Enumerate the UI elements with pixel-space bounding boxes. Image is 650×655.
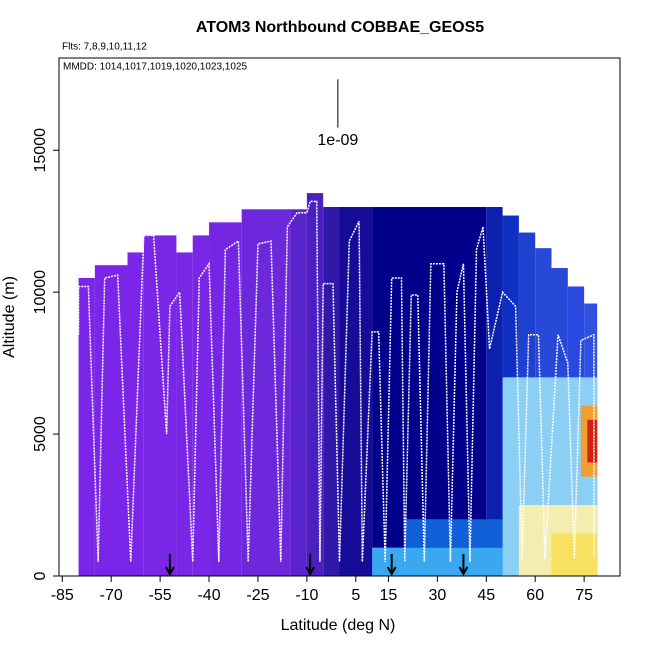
x-tick-label: -85 <box>51 587 74 604</box>
curtain-cell <box>176 252 193 576</box>
x-tick-label: -55 <box>149 587 172 604</box>
chart-title: ATOM3 Northbound COBBAE_GEOS5 <box>196 19 484 36</box>
x-tick-label: -25 <box>246 587 269 604</box>
curtain-cell <box>486 207 503 576</box>
x-tick-label: -70 <box>100 587 123 604</box>
x-tick-label: 60 <box>526 587 544 604</box>
y-tick-label: 0 <box>32 571 49 580</box>
curtain-cell <box>404 519 503 548</box>
subtitle: Flts: 7,8,9,10,11,12 <box>62 42 147 53</box>
x-axis-label: Latitude (deg N) <box>281 617 396 634</box>
x-tick-label: -10 <box>295 587 318 604</box>
curtain-cell <box>372 207 487 576</box>
arrow <box>458 554 469 577</box>
y-axis-label: Altitude (m) <box>1 276 18 358</box>
curtain-cell <box>94 265 128 576</box>
x-tick-label: 30 <box>428 587 446 604</box>
arrow <box>386 554 397 577</box>
x-tick-label: -40 <box>197 587 220 604</box>
y-tick-label: 15000 <box>32 128 49 173</box>
y-tick-label: 10000 <box>32 270 49 315</box>
curtain-cell <box>78 277 95 576</box>
x-tick-label: 5 <box>351 587 360 604</box>
arrow <box>305 554 316 577</box>
x-tick-label: 75 <box>575 587 593 604</box>
subtitle: MMDD: 1014,1017,1019,1020,1023,1025 <box>63 62 247 73</box>
curtain-cell <box>323 207 340 576</box>
curtain-cell <box>192 235 210 576</box>
curtain-cell <box>587 419 598 463</box>
curtain-cell <box>290 209 307 577</box>
flight-track <box>77 200 595 562</box>
curtain-cell <box>306 193 324 576</box>
plot-frame <box>58 57 621 577</box>
curtain-cell <box>339 207 373 576</box>
x-tick-label: 45 <box>477 587 495 604</box>
y-tick-label: 5000 <box>32 416 49 452</box>
x-tick-label: 15 <box>380 587 398 604</box>
curtain-cell <box>143 235 177 576</box>
annotation: 1e-09 <box>317 132 358 149</box>
arrow <box>165 554 175 577</box>
